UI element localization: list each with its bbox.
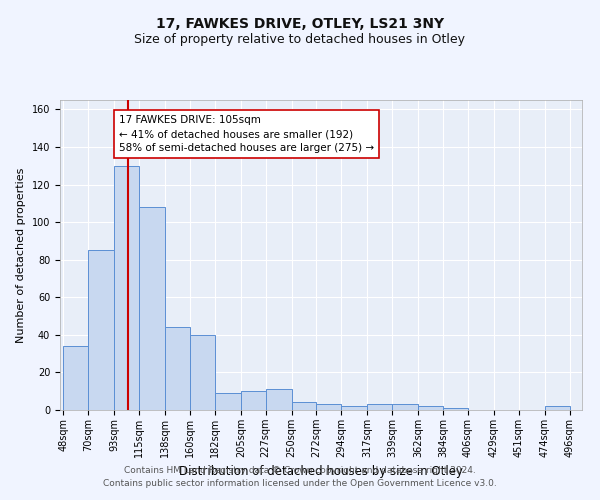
Bar bbox=[392, 404, 418, 410]
Text: 17 FAWKES DRIVE: 105sqm
← 41% of detached houses are smaller (192)
58% of semi-d: 17 FAWKES DRIVE: 105sqm ← 41% of detache… bbox=[119, 115, 374, 153]
Bar bbox=[292, 402, 316, 410]
Bar bbox=[215, 393, 241, 410]
Bar bbox=[341, 406, 367, 410]
Y-axis label: Number of detached properties: Number of detached properties bbox=[16, 168, 26, 342]
Bar bbox=[266, 390, 292, 410]
Bar bbox=[418, 406, 443, 410]
Bar bbox=[443, 408, 468, 410]
Bar bbox=[241, 391, 266, 410]
Bar bbox=[139, 207, 165, 410]
Bar bbox=[114, 166, 139, 410]
Text: Size of property relative to detached houses in Otley: Size of property relative to detached ho… bbox=[134, 32, 466, 46]
Bar bbox=[545, 406, 569, 410]
Bar bbox=[64, 346, 88, 410]
Text: 17, FAWKES DRIVE, OTLEY, LS21 3NY: 17, FAWKES DRIVE, OTLEY, LS21 3NY bbox=[156, 18, 444, 32]
Bar bbox=[88, 250, 114, 410]
Bar bbox=[165, 328, 190, 410]
Bar bbox=[367, 404, 392, 410]
X-axis label: Distribution of detached houses by size in Otley: Distribution of detached houses by size … bbox=[179, 466, 463, 478]
Text: Contains HM Land Registry data © Crown copyright and database right 2024.
Contai: Contains HM Land Registry data © Crown c… bbox=[103, 466, 497, 487]
Bar bbox=[190, 335, 215, 410]
Bar bbox=[316, 404, 341, 410]
